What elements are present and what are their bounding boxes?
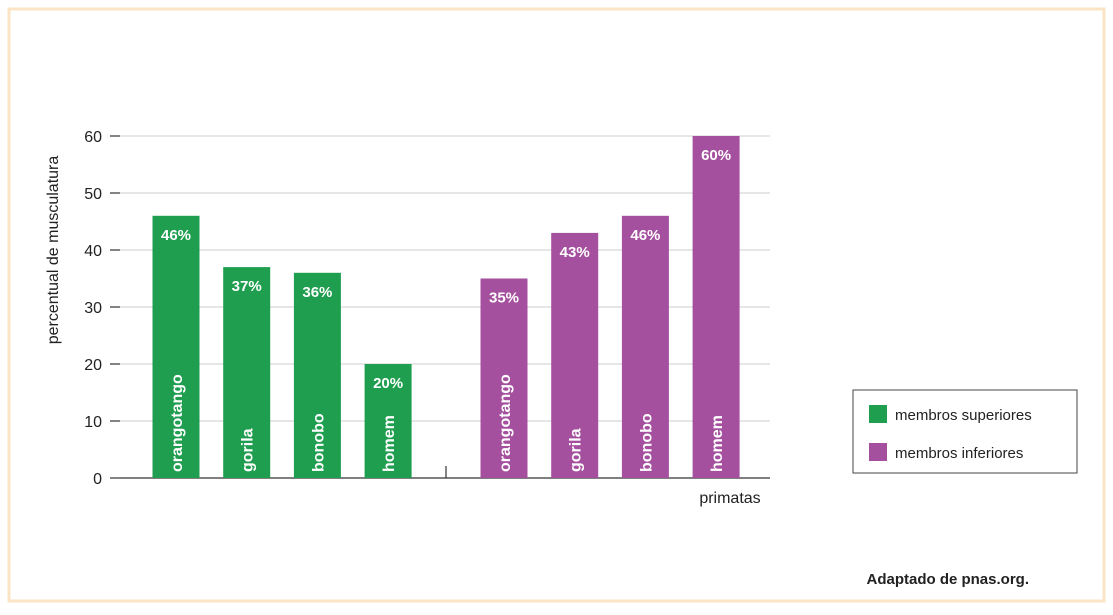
category-label: bonobo	[310, 413, 327, 472]
value-label: 46%	[161, 227, 191, 244]
y-axis-label: percentual de musculatura	[45, 156, 62, 345]
value-label: 60%	[701, 147, 731, 164]
category-label: homem	[709, 415, 726, 472]
value-label: 20%	[373, 375, 403, 392]
y-tick-label: 30	[84, 300, 102, 317]
y-tick-label: 20	[84, 357, 102, 374]
value-label: 43%	[560, 244, 590, 261]
y-tick-label: 40	[84, 243, 102, 260]
y-tick-label: 0	[93, 471, 102, 488]
source-note: Adaptado de pnas.org.	[866, 571, 1029, 588]
chart: percentual de musculatura primatas Adapt…	[0, 0, 1113, 610]
value-label: 46%	[630, 227, 660, 244]
category-label: gorila	[240, 428, 257, 472]
legend-swatch	[869, 405, 887, 423]
y-tick-label: 10	[84, 414, 102, 431]
legend-label: membros inferiores	[895, 445, 1023, 462]
category-label: homem	[381, 415, 398, 472]
value-label: 35%	[489, 290, 519, 307]
legend-swatch	[869, 443, 887, 461]
category-label: gorila	[568, 428, 585, 472]
value-label: 37%	[232, 278, 262, 295]
y-tick-label: 60	[84, 129, 102, 146]
category-label: bonobo	[638, 413, 655, 472]
category-label: orangotango	[169, 374, 186, 472]
y-tick-label: 50	[84, 186, 102, 203]
value-label: 36%	[302, 284, 332, 301]
category-label: orangotango	[497, 374, 514, 472]
legend-label: membros superiores	[895, 407, 1032, 424]
x-axis-label: primatas	[699, 490, 760, 507]
